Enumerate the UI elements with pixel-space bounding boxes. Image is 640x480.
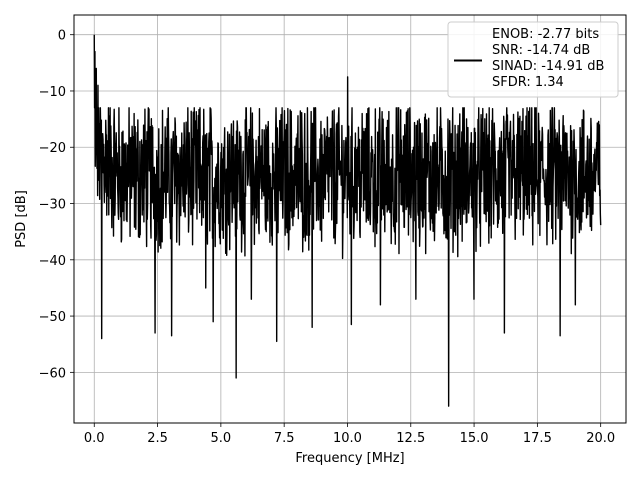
x-axis-label: Frequency [MHz] <box>295 451 404 466</box>
y-tick-label: −30 <box>39 198 66 213</box>
x-tick-label: 2.5 <box>147 431 168 446</box>
x-tick-label: 12.5 <box>396 431 425 446</box>
plot-frame <box>73 14 627 424</box>
legend-box <box>447 21 619 98</box>
y-tick-label: −50 <box>39 310 66 325</box>
x-tick-label: 15.0 <box>460 431 489 446</box>
x-tick-label: 0.0 <box>84 431 105 446</box>
legend-entry-line: SNR: -14.74 dB <box>492 43 590 58</box>
x-tick-label: 20.0 <box>586 431 615 446</box>
x-tick-label: 7.5 <box>274 431 295 446</box>
y-tick-label: −20 <box>39 141 66 156</box>
legend-entry-line: SFDR: 1.34 <box>492 75 564 90</box>
x-tick-label: 17.5 <box>523 431 552 446</box>
y-tick-label: −60 <box>39 366 66 381</box>
y-tick-label: 0 <box>58 29 66 44</box>
legend-entry-line: ENOB: -2.77 bits <box>492 27 599 42</box>
x-axis-ticks: 0.0 2.5 5.0 7.5 10.0 12.5 15.0 17.5 20.0 <box>84 423 615 446</box>
y-axis-ticks: 0 −10 −20 −30 −40 −50 −60 <box>39 29 74 381</box>
series-layer <box>93 34 602 407</box>
y-axis-label: PSD [dB] <box>14 190 29 248</box>
y-tick-label: −10 <box>39 85 66 100</box>
x-tick-label: 10.0 <box>333 431 362 446</box>
y-tick-label: −40 <box>39 254 66 269</box>
legend-entry-line: SINAD: -14.91 dB <box>492 59 604 74</box>
psd-series-line <box>93 34 602 407</box>
x-tick-label: 5.0 <box>211 431 232 446</box>
